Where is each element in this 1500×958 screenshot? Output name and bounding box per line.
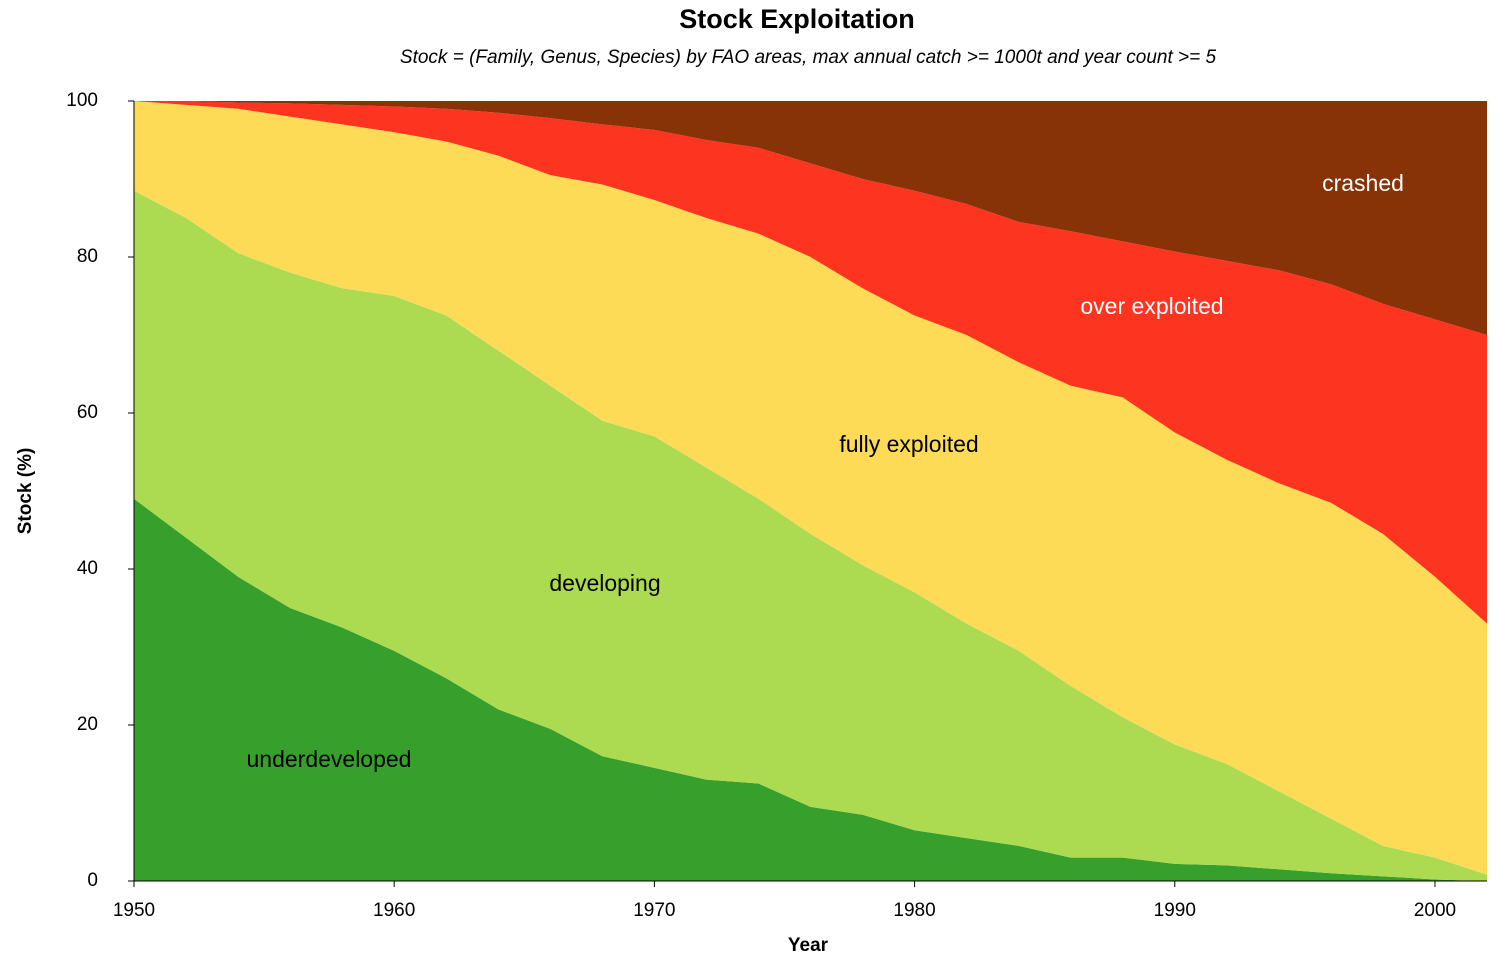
area	[134, 101, 1487, 875]
area	[134, 101, 1487, 335]
chart-subtitle: Stock = (Family, Genus, Species) by FAO …	[400, 47, 1217, 68]
x-axis-label: Year	[788, 935, 829, 956]
series-label: over exploited	[1080, 293, 1223, 319]
x-tick-label: 1970	[633, 900, 675, 921]
y-axis-label: Stock (%)	[15, 448, 36, 535]
y-tick-label: 0	[87, 870, 98, 891]
area	[134, 190, 1487, 881]
x-tick-label: 1950	[113, 900, 155, 921]
chart-title: Stock Exploitation	[679, 4, 915, 34]
x-tick-label: 1990	[1154, 900, 1196, 921]
y-tick-label: 60	[77, 402, 98, 423]
series-label: fully exploited	[839, 431, 978, 457]
series-label: crashed	[1322, 170, 1404, 196]
y-tick-label: 20	[77, 714, 98, 735]
x-tick-label: 2000	[1414, 900, 1456, 921]
x-tick-label: 1960	[373, 900, 415, 921]
series-label: developing	[549, 570, 660, 596]
area	[134, 498, 1487, 881]
y-tick-label: 40	[77, 558, 98, 579]
y-tick-label: 100	[66, 90, 98, 111]
y-tick-label: 80	[77, 246, 98, 267]
x-tick-label: 1980	[893, 900, 935, 921]
area	[134, 101, 1487, 624]
series-label: underdeveloped	[247, 746, 412, 772]
